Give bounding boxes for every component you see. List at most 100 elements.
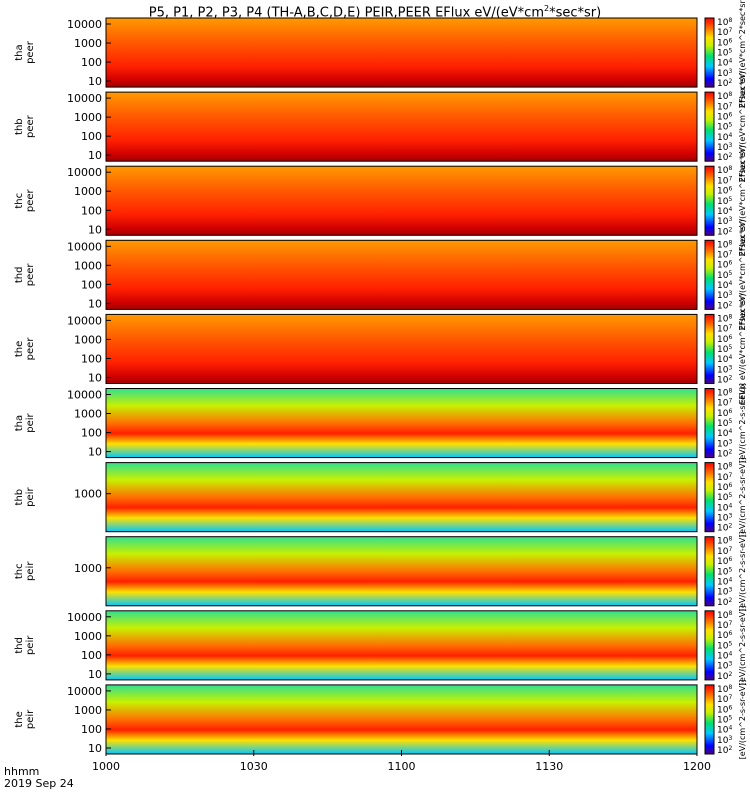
panel-ylabel: thdpeir [14, 635, 36, 655]
colorbar-tick-label: 106 [717, 334, 732, 345]
colorbar-tick-label: 104 [717, 280, 732, 291]
panel-thd-peir: thdpeir 10000 1000 100 10 1081071061051041031… [14, 605, 747, 685]
y-tick-label: 100 [81, 56, 102, 69]
y-tick-label: 10 [88, 446, 102, 459]
colorbar-tick-label: 102 [717, 152, 732, 163]
colorbar-tick-label: 102 [717, 300, 732, 311]
colorbar-tick-label: 106 [717, 111, 732, 122]
panel-frame [105, 313, 698, 384]
colorbar-tick-label: 104 [717, 58, 732, 69]
panel-the-peer: thepeer100001000100101081071061051041031… [14, 294, 747, 405]
colorbar-tick-label: 106 [717, 630, 732, 641]
colorbar-tick-label: 106 [717, 556, 732, 567]
colorbar-tick-label: 105 [717, 640, 732, 651]
y-tick-label: 100 [81, 352, 102, 365]
panel-frame [105, 388, 698, 459]
colorbar-tick-label: 105 [717, 714, 732, 725]
panel-frame [105, 462, 698, 533]
colorbar-tick-label: 102 [717, 523, 732, 534]
spectrogram-image [106, 536, 697, 606]
colorbar-tick-label: 107 [717, 620, 732, 631]
colorbar-tick-label: 103 [717, 513, 732, 524]
y-tick-label: 10 [88, 149, 102, 162]
colorbar-tick-label: 106 [717, 260, 732, 271]
colorbar-tick-label: 103 [717, 364, 732, 375]
colorbar-tick-label: 108 [717, 239, 732, 250]
colorbar-tick-label: 104 [717, 206, 732, 217]
colorbar-label: EFlux eV/(eV*cm^2*sec*sr) [738, 294, 747, 405]
colorbar-tick-label: 104 [717, 725, 732, 736]
y-tick-label: 1000 [74, 37, 102, 50]
colorbar-tick-label: 103 [717, 438, 732, 449]
colorbar [704, 684, 715, 755]
panel-ylabel: thepeer [14, 337, 36, 361]
colorbar-tick-label: 108 [717, 91, 732, 102]
colorbar-tick-label: 107 [717, 398, 732, 409]
colorbar-tick-label: 106 [717, 186, 732, 197]
colorbar-tick-label: 103 [717, 216, 732, 227]
x-tick-label: 1200 [683, 760, 711, 773]
y-tick-label: 10 [88, 668, 102, 681]
y-tick-label: 100 [81, 278, 102, 291]
colorbar-tick-label: 106 [717, 37, 732, 48]
panel-ylabel: thapeir [14, 412, 36, 432]
spectrogram-image [106, 684, 697, 754]
colorbar [704, 610, 715, 681]
panel-tha-peir: thapeir 10000 1000 100 10 1081071061051041031… [14, 383, 747, 463]
panel-tha-peer: thapeer100001000100101081071061051041031… [14, 0, 747, 108]
colorbar-tick-label: 103 [717, 290, 732, 301]
colorbar-tick-label: 107 [717, 324, 732, 335]
y-tick-label: 100 [81, 130, 102, 143]
colorbar-tick-label: 102 [717, 449, 732, 460]
colorbar [704, 313, 715, 384]
colorbar-label: EFlux eV/(eV*cm^2*sec*sr) [738, 219, 747, 330]
y-tick-label: 1000 [74, 488, 102, 501]
colorbar-label: [eV/(cm^2-s-sr-eV)] [738, 680, 747, 760]
y-tick-label: 100 [81, 427, 102, 440]
panel-ylabel: thbpeer [14, 114, 36, 138]
colorbar [704, 536, 715, 607]
y-tick-label: 100 [81, 723, 102, 736]
colorbar-tick-label: 104 [717, 576, 732, 587]
colorbar-tick-label: 103 [717, 68, 732, 79]
colorbar-tick-label: 107 [717, 694, 732, 705]
y-tick-label: 1000 [74, 333, 102, 346]
colorbar [704, 165, 715, 236]
colorbar-tick-label: 108 [717, 462, 732, 473]
colorbar-tick-label: 107 [717, 249, 732, 260]
y-tick-label: 10000 [67, 92, 102, 105]
colorbar-tick-label: 106 [717, 408, 732, 419]
y-tick-label: 10000 [67, 611, 102, 624]
colorbar-tick-label: 103 [717, 587, 732, 598]
colorbar-tick-label: 108 [717, 610, 732, 621]
colorbar-label: [eV/(cm^2-s-sr-eV)] [738, 605, 747, 685]
colorbar-tick-label: 105 [717, 566, 732, 577]
panel-ylabel: thbpeir [14, 487, 36, 507]
y-tick-label: 10000 [67, 18, 102, 31]
colorbar [704, 17, 715, 88]
y-tick-label: 1000 [74, 259, 102, 272]
y-tick-label: 1000 [74, 111, 102, 124]
panel-frame [105, 239, 698, 310]
colorbar-tick-label: 108 [717, 536, 732, 547]
panel-ylabel: thdpeer [14, 263, 36, 287]
y-tick-label: 10000 [67, 166, 102, 179]
y-tick-label: 10 [88, 75, 102, 88]
panel-frame [105, 165, 698, 236]
colorbar-tick-label: 102 [717, 78, 732, 89]
colorbar-tick-label: 107 [717, 27, 732, 38]
panel-thb-peer: thbpeer100001000100101081071061051041031… [14, 71, 747, 182]
y-tick-label: 10 [88, 297, 102, 310]
panel-ylabel: thcpeer [14, 188, 36, 212]
panel-frame [105, 91, 698, 162]
spectrogram-image [106, 240, 697, 310]
spectrogram-image [106, 462, 697, 532]
colorbar-tick-label: 102 [717, 597, 732, 608]
panel-frame [105, 610, 698, 681]
spectrogram-image [106, 388, 697, 458]
colorbar [704, 388, 715, 459]
y-tick-label: 10000 [67, 240, 102, 253]
colorbar-tick-label: 102 [717, 375, 732, 386]
colorbar-tick-label: 104 [717, 502, 732, 513]
